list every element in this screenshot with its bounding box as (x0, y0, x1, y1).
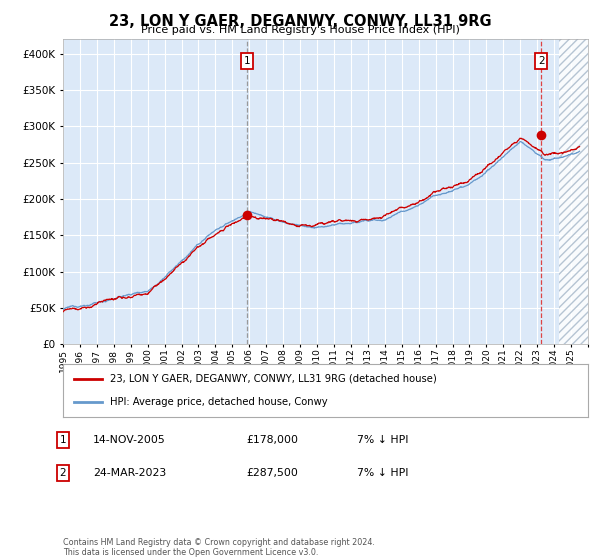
Text: £178,000: £178,000 (246, 435, 298, 445)
Text: 7% ↓ HPI: 7% ↓ HPI (357, 435, 409, 445)
Text: 1: 1 (244, 56, 250, 66)
Text: 23, LON Y GAER, DEGANWY, CONWY, LL31 9RG: 23, LON Y GAER, DEGANWY, CONWY, LL31 9RG (109, 14, 491, 29)
Text: 2: 2 (538, 56, 544, 66)
Text: 7% ↓ HPI: 7% ↓ HPI (357, 468, 409, 478)
Text: 2: 2 (59, 468, 67, 478)
Text: 1: 1 (59, 435, 67, 445)
Text: 24-MAR-2023: 24-MAR-2023 (93, 468, 166, 478)
Text: Contains HM Land Registry data © Crown copyright and database right 2024.
This d: Contains HM Land Registry data © Crown c… (63, 538, 375, 557)
Text: Price paid vs. HM Land Registry's House Price Index (HPI): Price paid vs. HM Land Registry's House … (140, 25, 460, 35)
Bar (559, 39, 588, 344)
Text: £287,500: £287,500 (246, 468, 298, 478)
Text: 14-NOV-2005: 14-NOV-2005 (93, 435, 166, 445)
Text: 23, LON Y GAER, DEGANWY, CONWY, LL31 9RG (detached house): 23, LON Y GAER, DEGANWY, CONWY, LL31 9RG… (110, 374, 437, 384)
Text: HPI: Average price, detached house, Conwy: HPI: Average price, detached house, Conw… (110, 397, 328, 407)
